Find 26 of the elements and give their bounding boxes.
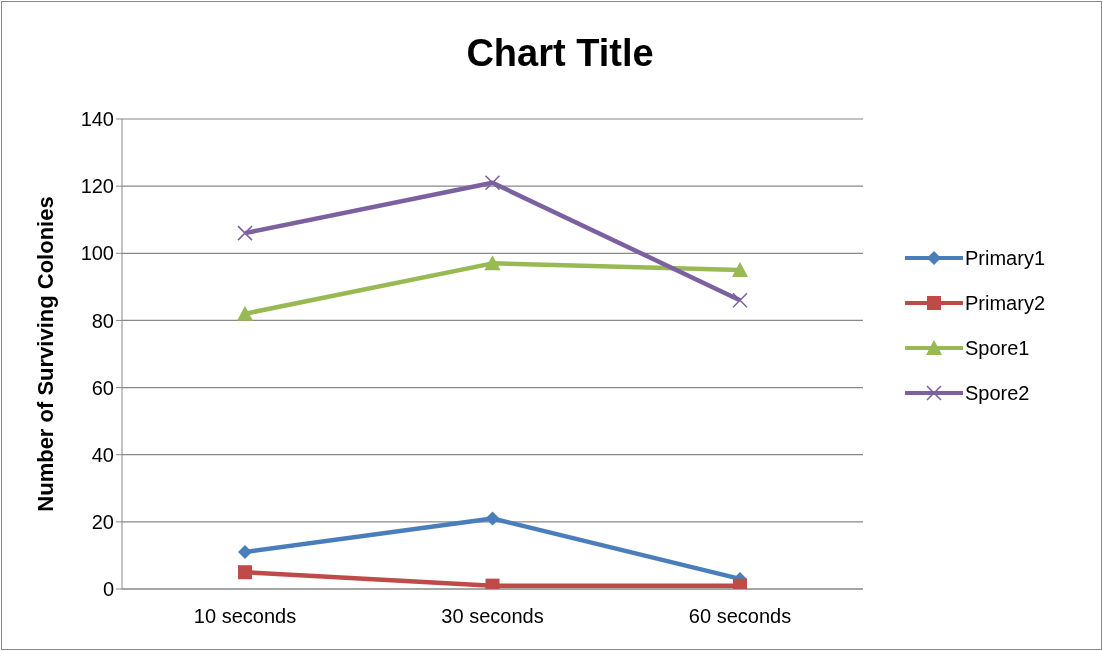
point bbox=[485, 511, 500, 526]
y-tick-label: 80 bbox=[91, 309, 114, 332]
y-tick-label: 60 bbox=[91, 376, 114, 399]
legend-label: Primary1 bbox=[965, 246, 1046, 270]
point bbox=[732, 262, 748, 278]
point bbox=[238, 565, 252, 580]
point bbox=[237, 305, 253, 321]
chart-title: Chart Title bbox=[465, 32, 655, 75]
x-tick-label: 30 seconds bbox=[441, 605, 544, 628]
point bbox=[238, 545, 252, 560]
y-tick-label: 140 bbox=[80, 108, 114, 131]
y-tick-label: 20 bbox=[91, 510, 114, 533]
point bbox=[237, 225, 253, 241]
y-tick-label: 40 bbox=[91, 443, 114, 466]
point bbox=[484, 175, 501, 191]
legend-label: Primary2 bbox=[965, 291, 1046, 315]
x-tick-label: 10 seconds bbox=[193, 605, 297, 628]
y-tick-label: 120 bbox=[80, 175, 114, 198]
y-axis-title: Number of Surviving Colonies bbox=[32, 196, 58, 512]
legend-label: Spore2 bbox=[965, 381, 1030, 405]
y-tick-label: 100 bbox=[80, 242, 114, 265]
point bbox=[732, 292, 748, 309]
x-tick-label: 60 seconds bbox=[688, 605, 792, 628]
y-tick-label: 0 bbox=[102, 578, 114, 601]
point bbox=[484, 255, 501, 271]
legend-label: Spore1 bbox=[965, 336, 1030, 360]
